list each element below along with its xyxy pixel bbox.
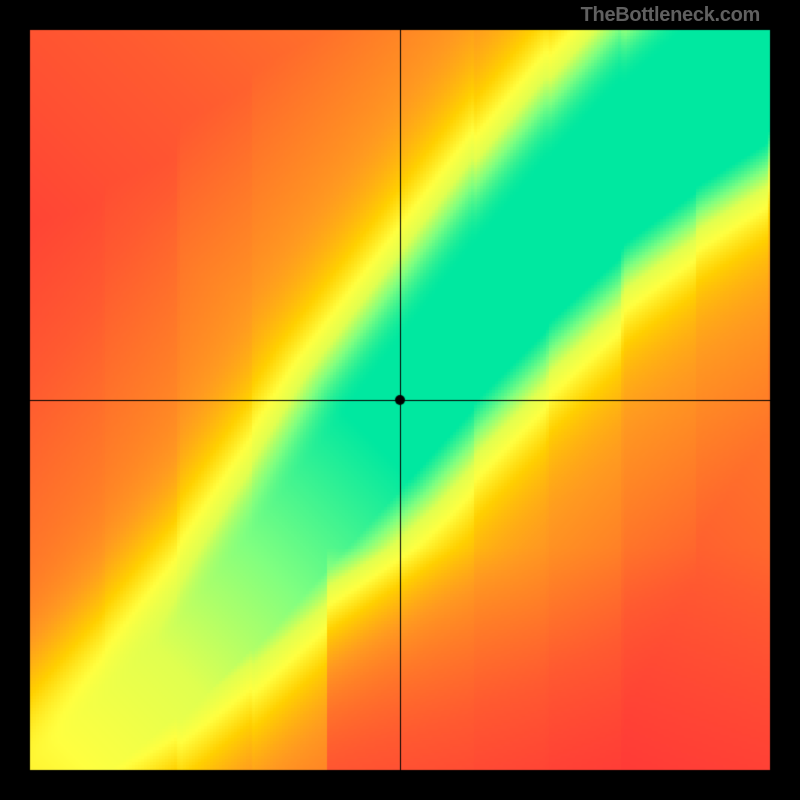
watermark-text: TheBottleneck.com	[581, 4, 760, 27]
chart-container: TheBottleneck.com	[0, 0, 800, 800]
heatmap-canvas	[0, 0, 800, 800]
